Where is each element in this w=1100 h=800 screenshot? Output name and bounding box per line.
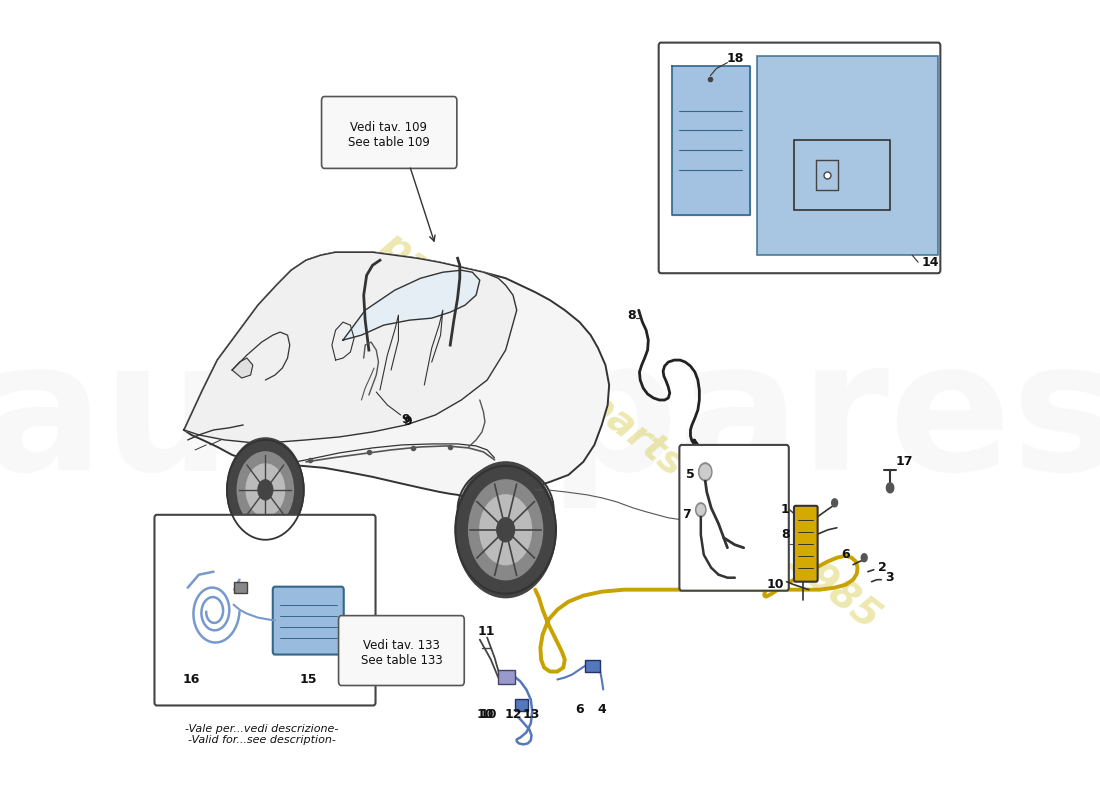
FancyBboxPatch shape xyxy=(339,616,464,686)
Polygon shape xyxy=(232,358,253,378)
FancyBboxPatch shape xyxy=(498,670,515,683)
Text: 5: 5 xyxy=(686,468,695,482)
FancyBboxPatch shape xyxy=(273,586,343,654)
Text: -Vale per...vedi descrizione-
-Valid for...see description-: -Vale per...vedi descrizione- -Valid for… xyxy=(185,724,339,746)
Text: 12: 12 xyxy=(504,708,521,721)
Text: 3: 3 xyxy=(884,571,893,584)
Text: autospares: autospares xyxy=(0,332,1100,508)
FancyBboxPatch shape xyxy=(659,42,940,274)
Text: 7: 7 xyxy=(682,508,691,522)
Text: 9: 9 xyxy=(402,414,410,426)
Circle shape xyxy=(258,480,273,500)
Text: 17: 17 xyxy=(896,455,913,468)
Text: passion for parts since 1985: passion for parts since 1985 xyxy=(375,224,888,636)
FancyBboxPatch shape xyxy=(515,699,528,711)
FancyBboxPatch shape xyxy=(154,515,375,706)
Circle shape xyxy=(469,480,542,580)
Circle shape xyxy=(227,438,304,542)
Text: Vedi tav. 133
See table 133: Vedi tav. 133 See table 133 xyxy=(361,638,442,666)
Text: 16: 16 xyxy=(183,673,200,686)
Text: 8: 8 xyxy=(781,528,790,542)
Text: Vedi tav. 109
See table 109: Vedi tav. 109 See table 109 xyxy=(348,122,430,150)
Circle shape xyxy=(700,465,711,479)
Text: 2: 2 xyxy=(878,562,887,574)
FancyBboxPatch shape xyxy=(321,97,456,169)
Circle shape xyxy=(861,554,867,562)
Circle shape xyxy=(480,495,531,565)
FancyBboxPatch shape xyxy=(233,582,246,593)
FancyBboxPatch shape xyxy=(680,445,789,590)
Text: 8: 8 xyxy=(627,309,636,322)
Circle shape xyxy=(832,499,837,507)
Circle shape xyxy=(695,503,706,517)
FancyBboxPatch shape xyxy=(585,659,601,671)
Circle shape xyxy=(238,452,294,528)
Circle shape xyxy=(697,505,704,515)
Polygon shape xyxy=(672,66,749,215)
Text: 13: 13 xyxy=(522,708,540,721)
Circle shape xyxy=(246,464,285,516)
Text: 10: 10 xyxy=(480,708,497,721)
Text: 11: 11 xyxy=(477,625,495,638)
Polygon shape xyxy=(343,270,480,340)
Circle shape xyxy=(497,518,515,542)
Text: 1: 1 xyxy=(781,503,790,516)
Circle shape xyxy=(887,483,894,493)
Polygon shape xyxy=(757,55,938,255)
Polygon shape xyxy=(184,252,609,497)
Text: 6: 6 xyxy=(840,548,849,562)
Text: 4: 4 xyxy=(597,703,606,716)
Text: 10: 10 xyxy=(476,708,494,721)
Text: 6: 6 xyxy=(575,703,584,716)
Circle shape xyxy=(455,462,556,598)
Text: 10: 10 xyxy=(767,578,784,591)
Circle shape xyxy=(698,463,712,481)
Text: 18: 18 xyxy=(726,52,744,65)
Text: 9: 9 xyxy=(404,415,412,429)
Text: 15: 15 xyxy=(299,673,317,686)
FancyBboxPatch shape xyxy=(794,506,817,582)
Polygon shape xyxy=(184,252,517,443)
Text: 14: 14 xyxy=(922,256,939,269)
